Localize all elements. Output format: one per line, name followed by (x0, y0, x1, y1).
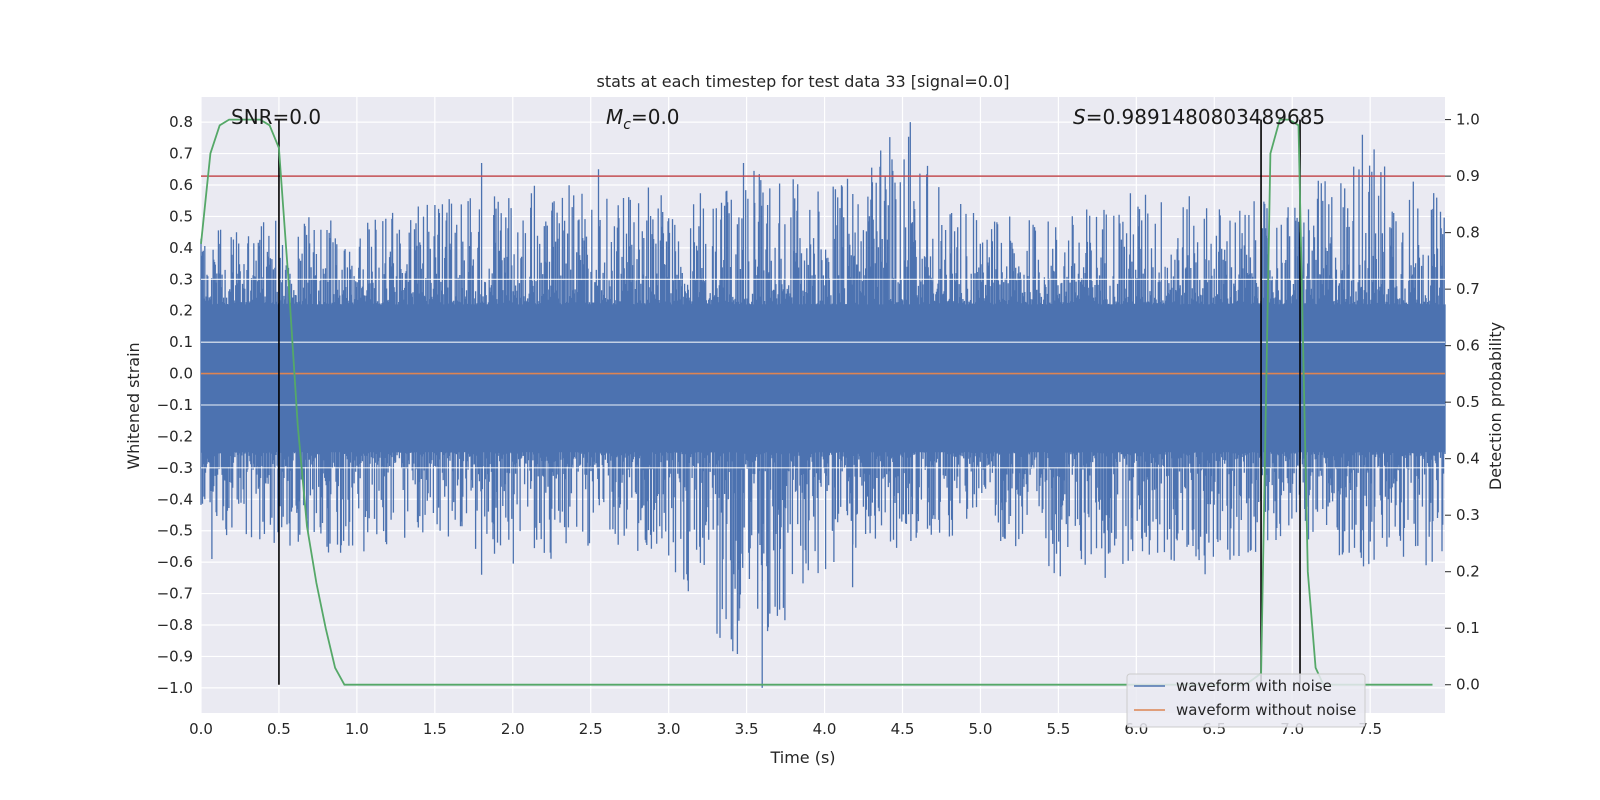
y-tick-label: 0.5 (169, 207, 193, 225)
y-tick-label: −0.1 (157, 396, 193, 414)
snr-annotation: SNR=0.0 (231, 105, 321, 129)
y-tick-label: −0.3 (157, 459, 193, 477)
legend: waveform with noise waveform without noi… (1126, 673, 1366, 728)
y2-axis-label: Detection probability (1486, 322, 1505, 490)
x-tick-label: 0.0 (189, 720, 213, 738)
y-tick-label: 0.1 (169, 333, 193, 351)
y-tick-label: −0.8 (157, 616, 193, 634)
x-tick-label: 4.5 (891, 720, 915, 738)
x-tick-label: 3.5 (735, 720, 759, 738)
x-tick-label: 2.0 (501, 720, 525, 738)
x-tick-label: 4.0 (813, 720, 837, 738)
y2-tick-label: 0.2 (1456, 563, 1480, 581)
legend-label-noise: waveform with noise (1176, 677, 1332, 695)
s-value: =0.9891480803489685 (1086, 105, 1325, 129)
y2-tick-label: 1.0 (1456, 111, 1480, 129)
x-axis-label: Time (s) (769, 748, 835, 767)
mc-prefix: M (606, 105, 623, 129)
y2-tick-label: 0.7 (1456, 280, 1480, 298)
y2-tick-label: 0.0 (1456, 676, 1480, 694)
y-tick-label: 0.3 (169, 270, 193, 288)
y2-tick-label: 0.4 (1456, 450, 1480, 468)
x-tick-label: 3.0 (657, 720, 681, 738)
y2-tick-label: 0.5 (1456, 393, 1480, 411)
y2-tick-label: 0.1 (1456, 619, 1480, 637)
y2-tick-label: 0.6 (1456, 337, 1480, 355)
y-tick-label: −0.5 (157, 522, 193, 540)
y-tick-label: 0.8 (169, 113, 193, 131)
detection-probability-line (200, 118, 1433, 686)
legend-box (1126, 673, 1366, 728)
x-tick-label: 1.0 (345, 720, 369, 738)
x-tick-label: 0.5 (267, 720, 291, 738)
y-tick-label: −1.0 (157, 679, 193, 697)
mc-value: =0.0 (631, 105, 680, 129)
y-tick-label: 0.2 (169, 302, 193, 320)
x-tick-label: 1.5 (423, 720, 447, 738)
y-tick-label: 0.7 (169, 145, 193, 163)
mc-annotation: Mc=0.0 (606, 105, 680, 133)
y-tick-label: −0.2 (157, 427, 193, 445)
y2-tick-label: 0.9 (1456, 167, 1480, 185)
y-tick-label: 0.6 (169, 176, 193, 194)
y-axis-label: Whitened strain (124, 342, 143, 469)
x-tick-label: 2.5 (579, 720, 603, 738)
x-tick-label: 5.0 (969, 720, 993, 738)
y2-tick-label: 0.8 (1456, 224, 1480, 242)
noise-waveform-layer (200, 122, 1446, 688)
s-prefix: S (1073, 105, 1086, 129)
y-tick-label: 0.0 (169, 365, 193, 383)
y-tick-label: −0.9 (157, 647, 193, 665)
s-annotation: S=0.9891480803489685 (1073, 105, 1325, 129)
mc-subscript: c (623, 117, 631, 133)
lines-layer (200, 118, 1445, 686)
x-tick-label: 5.5 (1046, 720, 1070, 738)
y-tick-label: −0.4 (157, 490, 193, 508)
y2-tick-label: 0.3 (1456, 506, 1480, 524)
chart-title: stats at each timestep for test data 33 … (597, 72, 1010, 91)
legend-label-clean: waveform without noise (1176, 701, 1356, 719)
y-tick-label: −0.7 (157, 585, 193, 603)
y-tick-label: −0.6 (157, 553, 193, 571)
y-tick-label: 0.4 (169, 239, 193, 257)
